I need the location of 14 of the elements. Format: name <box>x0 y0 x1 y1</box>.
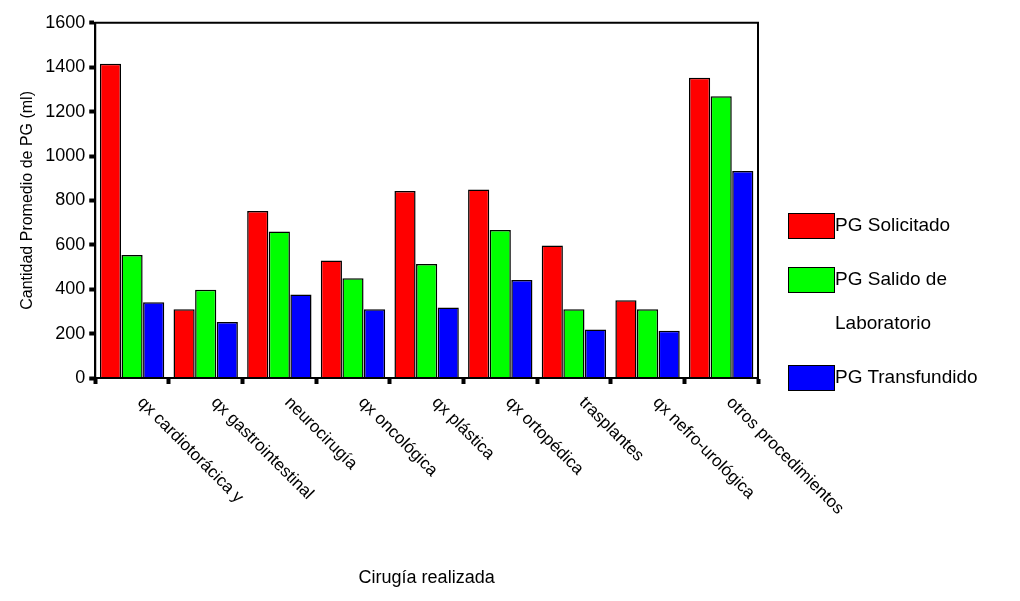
x-axis-title: Cirugía realizada <box>358 567 496 588</box>
y-axis-title: Cantidad Promedio de PG (ml) <box>18 91 36 310</box>
y-tick-label: 1000 <box>45 144 86 165</box>
y-tick-label: 1600 <box>45 11 86 32</box>
y-tick-label: 0 <box>75 366 86 387</box>
y-tick-label: 600 <box>55 233 86 254</box>
y-tick-label: 800 <box>55 189 86 210</box>
y-tick-label: 1200 <box>45 100 86 121</box>
text: PG Salido de Laboratorio <box>835 268 947 333</box>
y-tick-label: 1400 <box>45 56 86 77</box>
legend-label: PG Solicitado <box>835 213 952 237</box>
legend-label: PG Transfundido <box>835 366 978 387</box>
y-tick-label: 200 <box>55 322 86 343</box>
y-tick-label: 400 <box>55 278 86 299</box>
